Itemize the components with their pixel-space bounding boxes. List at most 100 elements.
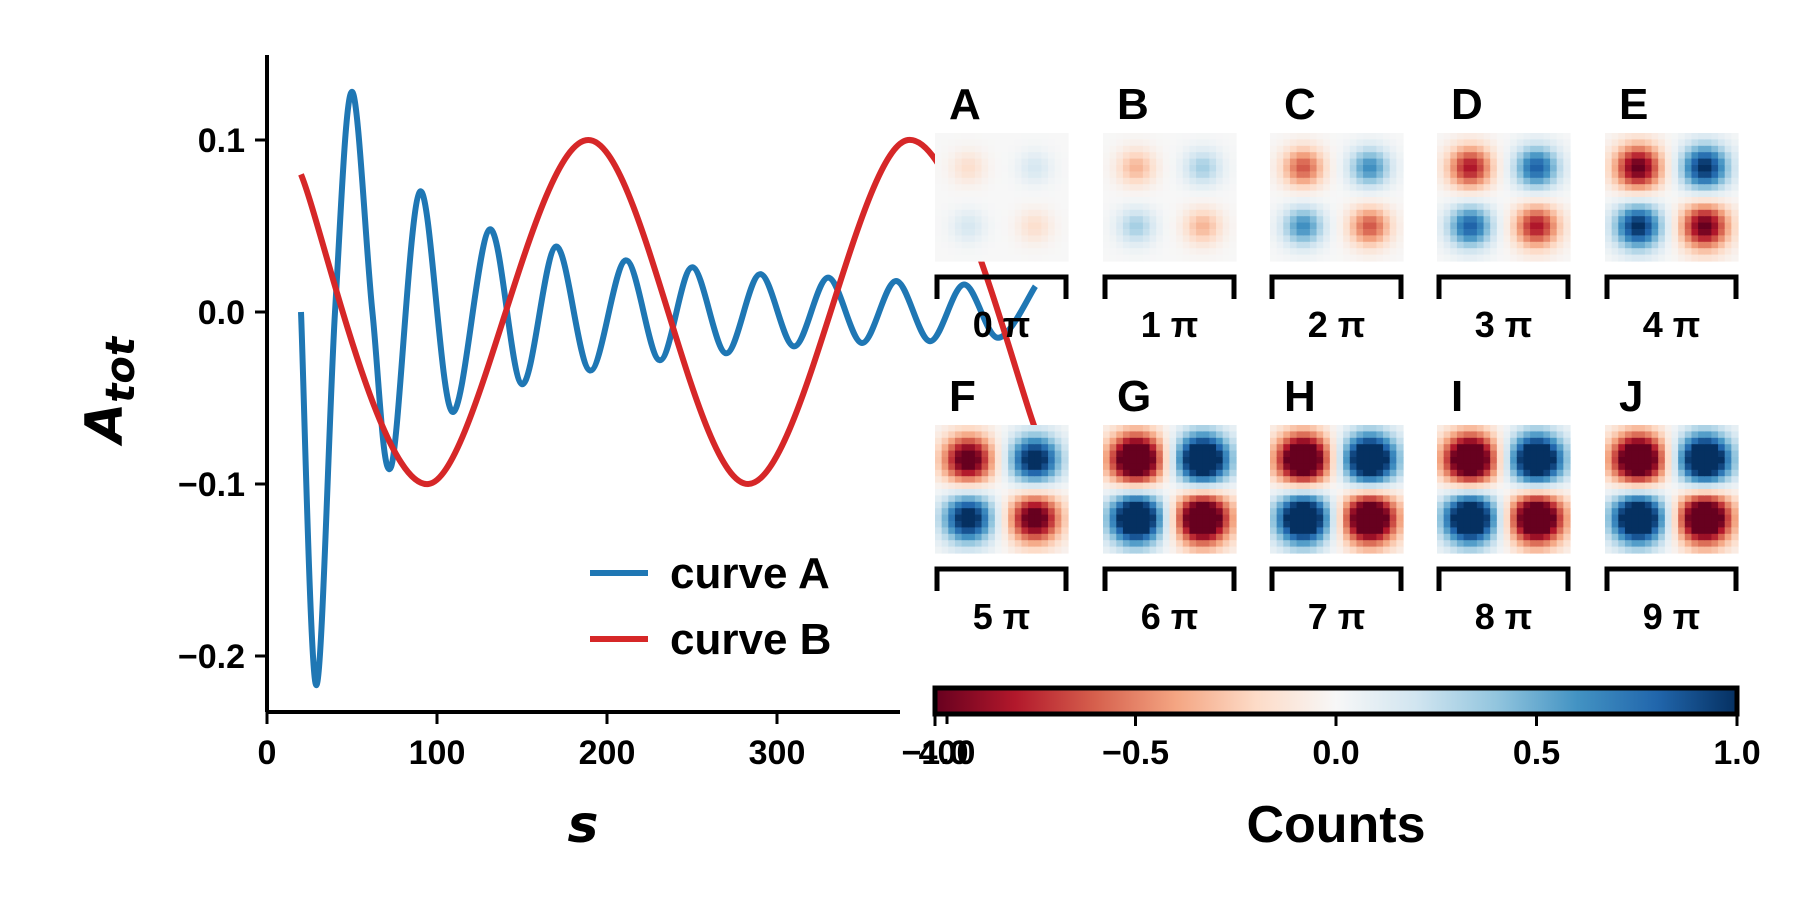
- heatmap-cell: [1116, 197, 1124, 204]
- heatmap-cell: [1303, 235, 1311, 243]
- heatmap-cell: [1136, 540, 1144, 548]
- heatmap-cell: [1516, 540, 1525, 548]
- heatmap-cell: [954, 425, 963, 432]
- heatmap-cell: [1550, 527, 1558, 535]
- heatmap-cell: [1296, 533, 1304, 541]
- heatmap-cell: [1516, 546, 1525, 554]
- heatmap-cell: [1530, 489, 1538, 496]
- heatmap-cell: [1611, 514, 1619, 522]
- heatmap-cell: [1008, 222, 1016, 230]
- heatmap-cell: [1001, 540, 1009, 548]
- heatmap-cell: [1303, 444, 1311, 452]
- heatmap-cell: [1389, 476, 1397, 484]
- heatmap-cell: [1136, 145, 1144, 153]
- heatmap-cell: [941, 235, 949, 243]
- heatmap-cell: [1356, 444, 1364, 452]
- heatmap-cell: [1463, 425, 1471, 432]
- heatmap-cell: [1704, 501, 1712, 509]
- heatmap-cell: [1182, 425, 1191, 432]
- heatmap-cell: [1162, 508, 1171, 516]
- heatmap-cell: [1001, 229, 1009, 236]
- heatmap-cell: [1718, 222, 1726, 230]
- heatmap-cell: [1021, 152, 1029, 160]
- heatmap-cell: [1369, 546, 1377, 554]
- heatmap-cell: [974, 248, 983, 256]
- heatmap-cell: [1209, 254, 1217, 262]
- heatmap-cell: [1329, 444, 1338, 452]
- heatmap-cell: [994, 158, 1003, 166]
- heatmap-cell: [1638, 495, 1646, 503]
- heatmap-cell: [1356, 501, 1364, 509]
- heatmap-cell: [1718, 235, 1726, 243]
- heatmap-cell: [1222, 235, 1230, 243]
- heatmap-cell: [1476, 501, 1485, 509]
- heatmap-cell: [961, 241, 969, 249]
- heatmap-cell: [1684, 521, 1693, 528]
- heatmap-cell: [1336, 216, 1344, 224]
- heatmap-cell: [1209, 495, 1217, 503]
- heatmap-cell: [1028, 171, 1036, 179]
- heatmap-cell: [1122, 533, 1131, 541]
- heatmap-cell: [1536, 133, 1544, 140]
- heatmap-cell: [1122, 152, 1131, 160]
- heatmap-cell: [1196, 171, 1204, 179]
- heatmap-cell: [1383, 476, 1391, 484]
- heatmap-cell: [948, 158, 956, 166]
- heatmap-cell: [1349, 209, 1358, 217]
- heatmap-cell: [988, 235, 996, 243]
- heatmap-cell: [1523, 222, 1531, 230]
- heatmap-cell: [1283, 508, 1291, 516]
- heatmap-cell: [1376, 425, 1384, 432]
- heatmap-cell: [981, 546, 989, 554]
- heatmap-cell: [1396, 425, 1404, 432]
- heatmap-cell: [1182, 508, 1191, 516]
- heatmap-cell: [1503, 177, 1511, 185]
- heatmap-cell: [974, 152, 983, 160]
- heatmap-cell: [1510, 444, 1518, 452]
- heatmap-cell: [1329, 216, 1338, 224]
- heatmap-cell: [1605, 158, 1613, 166]
- heatmap-cell: [1289, 546, 1298, 554]
- heatmap-cell: [1638, 482, 1646, 490]
- heatmap-cell: [1109, 197, 1117, 204]
- heatmap-cell: [1698, 241, 1706, 249]
- heatmap-cell: [1222, 171, 1230, 179]
- heatmap-cell: [1103, 431, 1111, 439]
- heatmap-cell: [1103, 469, 1111, 477]
- heatmap-cell: [1463, 203, 1471, 211]
- heatmap-cell: [1450, 216, 1458, 224]
- heatmap-cell: [1034, 425, 1042, 432]
- heatmap-cell: [1678, 444, 1686, 452]
- heatmap-cell: [1116, 476, 1124, 484]
- heatmap-cell: [1496, 203, 1505, 211]
- heatmap-cell: [1530, 514, 1538, 522]
- heatmap-cell: [1550, 165, 1558, 172]
- heatmap-cell: [1156, 463, 1164, 471]
- heatmap-cell: [1343, 158, 1351, 166]
- heatmap-cell: [1724, 463, 1732, 471]
- heatmap-cell: [1169, 222, 1177, 230]
- heatmap-cell: [1309, 197, 1318, 204]
- heatmap-cell: [1356, 248, 1364, 256]
- heatmap-cell: [1182, 521, 1191, 528]
- heatmap-cell: [1556, 152, 1564, 160]
- heatmap-cell: [1530, 469, 1538, 477]
- heatmap-cell: [1483, 533, 1491, 541]
- heatmap-cell: [1156, 482, 1164, 490]
- heatmap-cell: [1323, 476, 1331, 484]
- heatmap-cell: [1624, 540, 1633, 548]
- heatmap-cell: [1476, 197, 1485, 204]
- heatmap-cell: [1536, 521, 1544, 528]
- heatmap-cell: [1483, 190, 1491, 198]
- heatmap-cell: [1516, 222, 1525, 230]
- heatmap-cell: [1048, 457, 1056, 464]
- heatmap-cell: [1671, 476, 1679, 484]
- heatmap-cell: [1711, 450, 1719, 458]
- heatmap-cell: [1618, 203, 1626, 211]
- heatmap-cell: [1202, 133, 1210, 140]
- heatmap-cell: [1363, 145, 1371, 153]
- heatmap-cell: [1376, 133, 1384, 140]
- heatmap-cell: [1136, 152, 1144, 160]
- heatmap-cell: [1605, 229, 1613, 236]
- heatmap-cell: [1028, 476, 1036, 484]
